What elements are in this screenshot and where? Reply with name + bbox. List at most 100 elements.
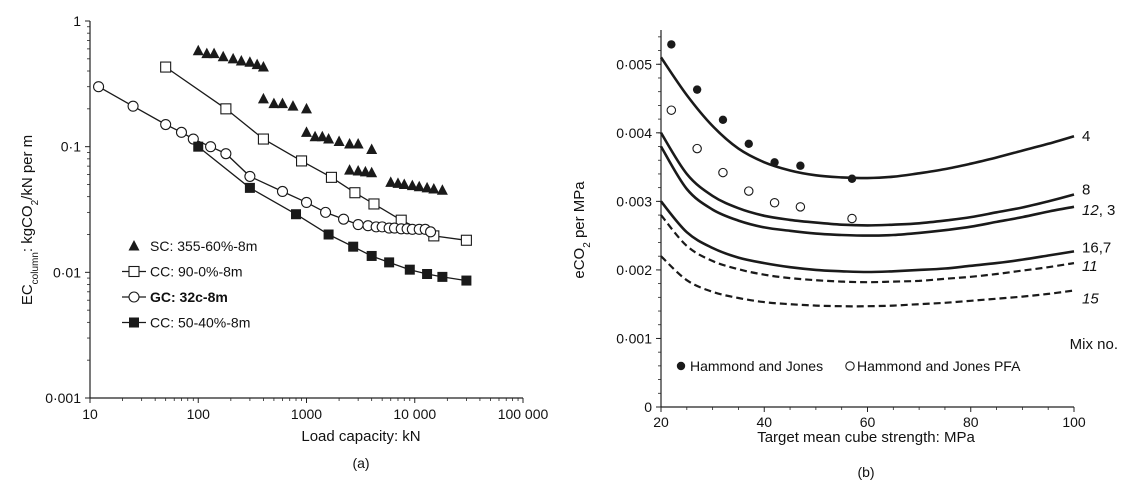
panel-a-x-tick-label: 100 000 (498, 406, 549, 422)
panel-a-point-open-circle (127, 100, 139, 112)
panel-a-point-filled-square (291, 209, 302, 220)
panel-b-curve-labels: 4 8 12, 3 16,7 11 15 (1082, 128, 1115, 307)
panel-a-point-open-square (368, 198, 380, 210)
panel-a-point-filled-square (323, 229, 334, 240)
panel-b-point-open-circle (795, 202, 806, 212)
panel-a-point-filled-square (422, 268, 433, 279)
panel-a-point-filled-triangle (352, 165, 364, 176)
panel-b-y-axis-label: eCO2 per MPa (571, 181, 593, 279)
panel-a-caption: (a) (352, 455, 369, 471)
panel-b-x-axis-label: Target mean cube strength: MPa (757, 429, 975, 446)
panel-a-ticks: 0·001 0·01 0·1 1 10 100 1000 10 000 100 000 (45, 13, 548, 422)
panel-b-curve-mix-16 (660, 200, 1075, 274)
panel-a-point-open-circle (244, 170, 256, 182)
panel-a-point-filled-square (244, 182, 255, 193)
panel-a-x-tick-label: 10 000 (393, 406, 436, 422)
panel-b: 0 0·001 0·002 0·003 0·004 0·005 20 40 60 80 100 4 8… (571, 30, 1118, 480)
panel-a-legend-marker-filled-square (129, 317, 139, 328)
panel-a-x-tick-label: 10 (82, 406, 98, 422)
panel-a-legend-label: GC: 32c-8m (150, 289, 228, 305)
panel-b-x-tick-label: 40 (756, 414, 772, 430)
panel-b-legend-marker-open-circle (845, 361, 855, 371)
panel-b-point-filled-circle (718, 115, 728, 124)
panel-a-point-filled-triangle (201, 47, 213, 59)
panel-a-point-filled-triangle (413, 180, 425, 192)
panel-a-x-tick-label: 100 (187, 406, 211, 422)
panel-a-point-filled-square (404, 264, 415, 275)
panel-a-point-filled-square (461, 275, 472, 286)
panel-a-point-filled-triangle (398, 178, 410, 189)
panel-a-point-filled-triangle (366, 166, 378, 178)
panel-a-point-open-circle (175, 126, 188, 138)
panel-a-point-filled-square (366, 250, 377, 261)
panel-a-point-open-circle (300, 196, 313, 208)
panel-a-point-open-circle (205, 141, 217, 153)
panel-a-point-filled-triangle (309, 130, 321, 142)
panel-a-point-filled-triangle (257, 92, 269, 104)
panel-b-curve-mix-12 (659, 145, 1075, 237)
panel-a-point-filled-triangle (208, 47, 220, 59)
panel-a-point-filled-triangle (244, 56, 256, 67)
panel-a-point-open-square (325, 171, 337, 183)
panel-b-y-tick-label: 0·002 (616, 262, 652, 278)
panel-b-point-filled-circle (770, 158, 779, 167)
panel-a-point-open-circle (160, 118, 172, 131)
panel-b-y-tick-label: 0 (644, 399, 652, 415)
panel-a-y-tick-label: 0·01 (53, 264, 81, 280)
panel-a-y-tick-label: 0·001 (45, 390, 81, 406)
panel-a-legend-marker-open-square (128, 265, 140, 278)
panel-a-point-filled-square (437, 271, 448, 282)
panel-a-legend-marker-open-circle (128, 291, 140, 303)
panel-a-legend-label: CC: 50-40%-8m (150, 315, 250, 331)
panel-a-point-filled-triangle (227, 52, 239, 64)
panel-a-point-filled-triangle (385, 176, 397, 187)
panel-a-axes (89, 21, 523, 399)
panel-b-point-filled-circle (847, 174, 857, 183)
panel-a-point-open-square (220, 103, 232, 115)
panel-b-curve-label-16: 16,7 (1082, 239, 1111, 256)
panel-a-point-filled-triangle (344, 164, 356, 175)
panel-a-point-filled-triangle (301, 102, 312, 114)
panel-a-point-filled-triangle (421, 181, 433, 193)
panel-b-curve-mix-15 (660, 255, 1075, 308)
panel-a-point-open-circle (320, 206, 332, 218)
panel-b-legend-marker-filled-circle (676, 361, 686, 371)
panel-b-curve-mix-4 (659, 56, 1075, 180)
panel-b-point-open-circle (718, 167, 728, 178)
panel-b-point-open-circle (666, 105, 677, 115)
panel-a-point-filled-triangle (287, 100, 299, 111)
panel-b-point-open-circle (769, 197, 780, 208)
panel-a-point-open-circle (276, 185, 289, 198)
panel-a-point-filled-triangle (344, 138, 356, 149)
panel-b-ticks: 0 0·001 0·002 0·003 0·004 0·005 20 40 60 80 100 (616, 36, 1086, 430)
panel-a-series (93, 44, 472, 286)
panel-a-series-line-filled-square (197, 146, 467, 282)
panel-a-legend-marker-filled-triangle (128, 240, 140, 251)
panel-b-point-open-circle (847, 213, 857, 224)
panel-a-legend-label: SC: 355-60%-8m (150, 238, 257, 254)
panel-b-point-filled-circle (744, 139, 753, 148)
panel-a-point-open-circle (338, 213, 350, 225)
panel-b-x-tick-label: 20 (653, 414, 669, 430)
panel-b-legend: Hammond and Jones Hammond and Jones PFA (676, 358, 1021, 374)
panel-b-caption: (b) (857, 464, 874, 480)
panel-b-y-tick-label: 0·004 (616, 125, 652, 141)
panel-b-curve-label-15: 15 (1082, 290, 1099, 307)
panel-a-point-filled-triangle (257, 61, 269, 72)
panel-a-series-line-open-circle (98, 86, 431, 233)
panel-a-point-open-circle (425, 226, 437, 238)
panel-a-point-filled-square (193, 141, 204, 152)
panel-b-curve-label-12: 12, 3 (1082, 202, 1115, 219)
panel-a-point-open-square (160, 61, 172, 73)
panel-b-curve-mix-8 (659, 132, 1075, 227)
panel-b-point-open-circle (744, 186, 754, 196)
panel-b-curve-label-8: 8 (1082, 182, 1090, 199)
panel-a-point-filled-triangle (192, 44, 204, 56)
panel-a-x-tick-label: 1000 (291, 406, 322, 422)
panel-a-point-filled-triangle (301, 126, 312, 137)
panel-b-point-filled-circle (692, 85, 702, 94)
panel-a-point-open-square (460, 234, 472, 246)
panel-b-point-filled-circle (667, 40, 676, 49)
panel-b-curve-label-4: 4 (1082, 128, 1090, 145)
